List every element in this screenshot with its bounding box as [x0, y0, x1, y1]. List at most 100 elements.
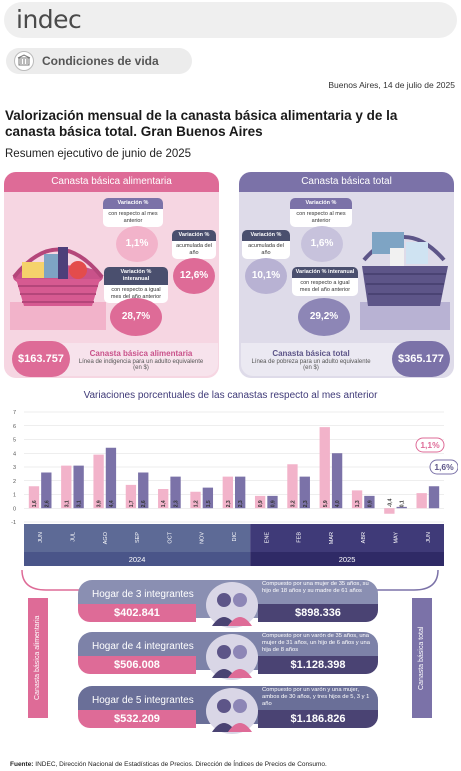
cbt-panel-title: Canasta básica total: [239, 172, 454, 192]
cbt-var-accum-label: Variación % acumulada del año: [242, 230, 290, 259]
indec-logo[interactable]: indec: [16, 5, 82, 34]
final-value-label: 1,6%: [434, 462, 454, 472]
source-footer: Fuente: INDEC, Dirección Nacional de Est…: [10, 761, 327, 768]
cbt-var-monthly-value: 1,6%: [301, 226, 343, 262]
bar-cbt: [202, 487, 214, 509]
bar-value-label: 2,3: [174, 500, 180, 507]
cba-var-yoy-value: 28,7%: [110, 298, 162, 336]
variation-bar-chart: 7 6 5 4 3 2 1 0 -1 1,6 3,1 3,9 1,7 1,4 1,2 2,3 0,9 3,2 5,9…: [11, 410, 458, 566]
household-description: Compuesto por un varón y una mujer, ambo…: [262, 687, 370, 707]
side-tab-cbt: Canasta básica total: [412, 598, 432, 718]
y-tick-label: 6: [13, 424, 16, 430]
household-cba-value: $532.209: [78, 710, 196, 728]
x-tick-label: JUN: [426, 532, 432, 543]
bar-cba: [222, 476, 233, 509]
bar-value-label: 1,2: [194, 500, 200, 507]
bar-cbt: [267, 495, 278, 509]
bar-value-label: 2,3: [238, 500, 244, 507]
x-tick-label: JUN: [38, 532, 44, 543]
cba-var-monthly-label: Variación % con respecto al mes anterior: [103, 198, 163, 227]
chart-title: Variaciones porcentuales de las canastas…: [83, 390, 378, 401]
cba-panel-title: Canasta básica alimentaria: [4, 172, 219, 192]
cba-var-monthly-value: 1,1%: [116, 226, 158, 262]
household-cba-value: $506.008: [78, 656, 196, 674]
y-tick-label: 0: [13, 506, 16, 512]
food-basket-icon: [10, 247, 106, 330]
footer-label: Fuente:: [10, 761, 34, 768]
cbt-var-accum-value: 10,1%: [245, 258, 287, 294]
bar-cba: [254, 495, 266, 509]
bar-value-label: 0,9: [367, 500, 373, 507]
bar-cbt: [235, 476, 246, 509]
bar-cbt: [364, 495, 375, 509]
y-tick-label: 7: [13, 410, 16, 416]
bar-value-label: 1,3: [355, 500, 361, 507]
footer-text: INDEC, Dirección Nacional de Estadística…: [33, 761, 327, 768]
bar-cbt: [41, 472, 52, 509]
bar-cba: [416, 493, 427, 509]
bar-cbt: [299, 476, 310, 509]
bar-value-label: -0,4: [387, 498, 393, 507]
bar-value-label: 3,9: [97, 500, 103, 507]
bar-value-label: 2,3: [303, 500, 309, 507]
bar-cba: [125, 484, 137, 509]
cbt-total-bar: [241, 343, 411, 376]
cba-total-bar: [44, 343, 218, 376]
bar-value-label: 0,1: [400, 500, 406, 507]
final-value-label: 1,1%: [420, 440, 440, 450]
x-tick-label: FEB: [297, 532, 303, 543]
household-description: Compuesto por una mujer de 35 años, su h…: [262, 581, 369, 594]
bar-cba: [351, 490, 363, 509]
section-tag[interactable]: [6, 48, 192, 74]
household-cbt-value: $1.128.398: [258, 656, 378, 674]
family-icon: [206, 634, 258, 680]
year-band-label-2024: [24, 552, 251, 566]
year-label: 2024: [129, 555, 146, 564]
family-icon: [206, 688, 258, 734]
shopping-basket-icon: [360, 232, 450, 330]
y-tick-label: 1: [13, 493, 16, 499]
household-description: Compuesto por un varón de 35 años, una m…: [262, 633, 370, 653]
report-date: Buenos Aires, 14 de julio de 2025: [328, 80, 455, 90]
y-tick-label: 4: [13, 451, 16, 457]
household-cbt-value: $898.336: [258, 604, 378, 622]
bar-value-label: 3,1: [64, 500, 70, 507]
x-tick-label: ENE: [264, 532, 270, 544]
x-tick-label: MAR: [329, 532, 335, 544]
cbt-var-monthly-label: Variación % con respecto al mes anterior: [290, 198, 352, 227]
bar-value-label: 1,4: [161, 500, 167, 507]
report-subtitle: Resumen ejecutivo de junio de 2025: [5, 148, 192, 160]
side-tab-cba: Canasta básica alimentaria: [28, 598, 48, 718]
bar-cbt: [105, 447, 117, 509]
cba-var-accum-value: 12,6%: [173, 258, 215, 294]
section-label: Condiciones de vida: [42, 54, 159, 68]
bar-cba: [384, 508, 395, 514]
cba-var-yoy-label: Variación % interanual con respecto a ig…: [104, 267, 168, 303]
y-tick-label: 2: [13, 479, 16, 485]
household-title: Hogar de 4 integrantes: [92, 641, 194, 652]
cbt-total-value: $365.177: [392, 341, 450, 377]
bar-cba: [28, 486, 40, 509]
bar-cbt: [396, 506, 407, 509]
bar-value-label: 4,0: [335, 500, 341, 507]
bar-cba: [158, 489, 169, 509]
household-title: Hogar de 5 integrantes: [92, 695, 194, 706]
year-band-2025: [250, 524, 444, 552]
y-tick-label: -1: [11, 520, 16, 526]
bar-cbt: [170, 476, 181, 509]
connector-lines: [21, 569, 439, 591]
bar-value-label: 5,9: [323, 500, 329, 507]
x-tick-label: AGO: [103, 531, 109, 544]
x-tick-label: SEP: [135, 532, 141, 543]
report-title: Valorización mensual de la canasta básic…: [5, 108, 398, 139]
bar-value-label: 1,6: [32, 500, 38, 507]
bar-value-label: 3,1: [77, 500, 83, 507]
building-icon: [14, 51, 34, 71]
cbt-var-yoy-value: 29,2%: [298, 298, 350, 336]
bar-value-label: 2,3: [226, 500, 232, 507]
y-tick-label: 5: [13, 438, 16, 444]
x-tick-label: DIC: [232, 532, 238, 542]
year-band-label-2025: [250, 552, 444, 566]
x-tick-label: JUL: [70, 532, 76, 542]
bar-cbt: [331, 453, 343, 509]
